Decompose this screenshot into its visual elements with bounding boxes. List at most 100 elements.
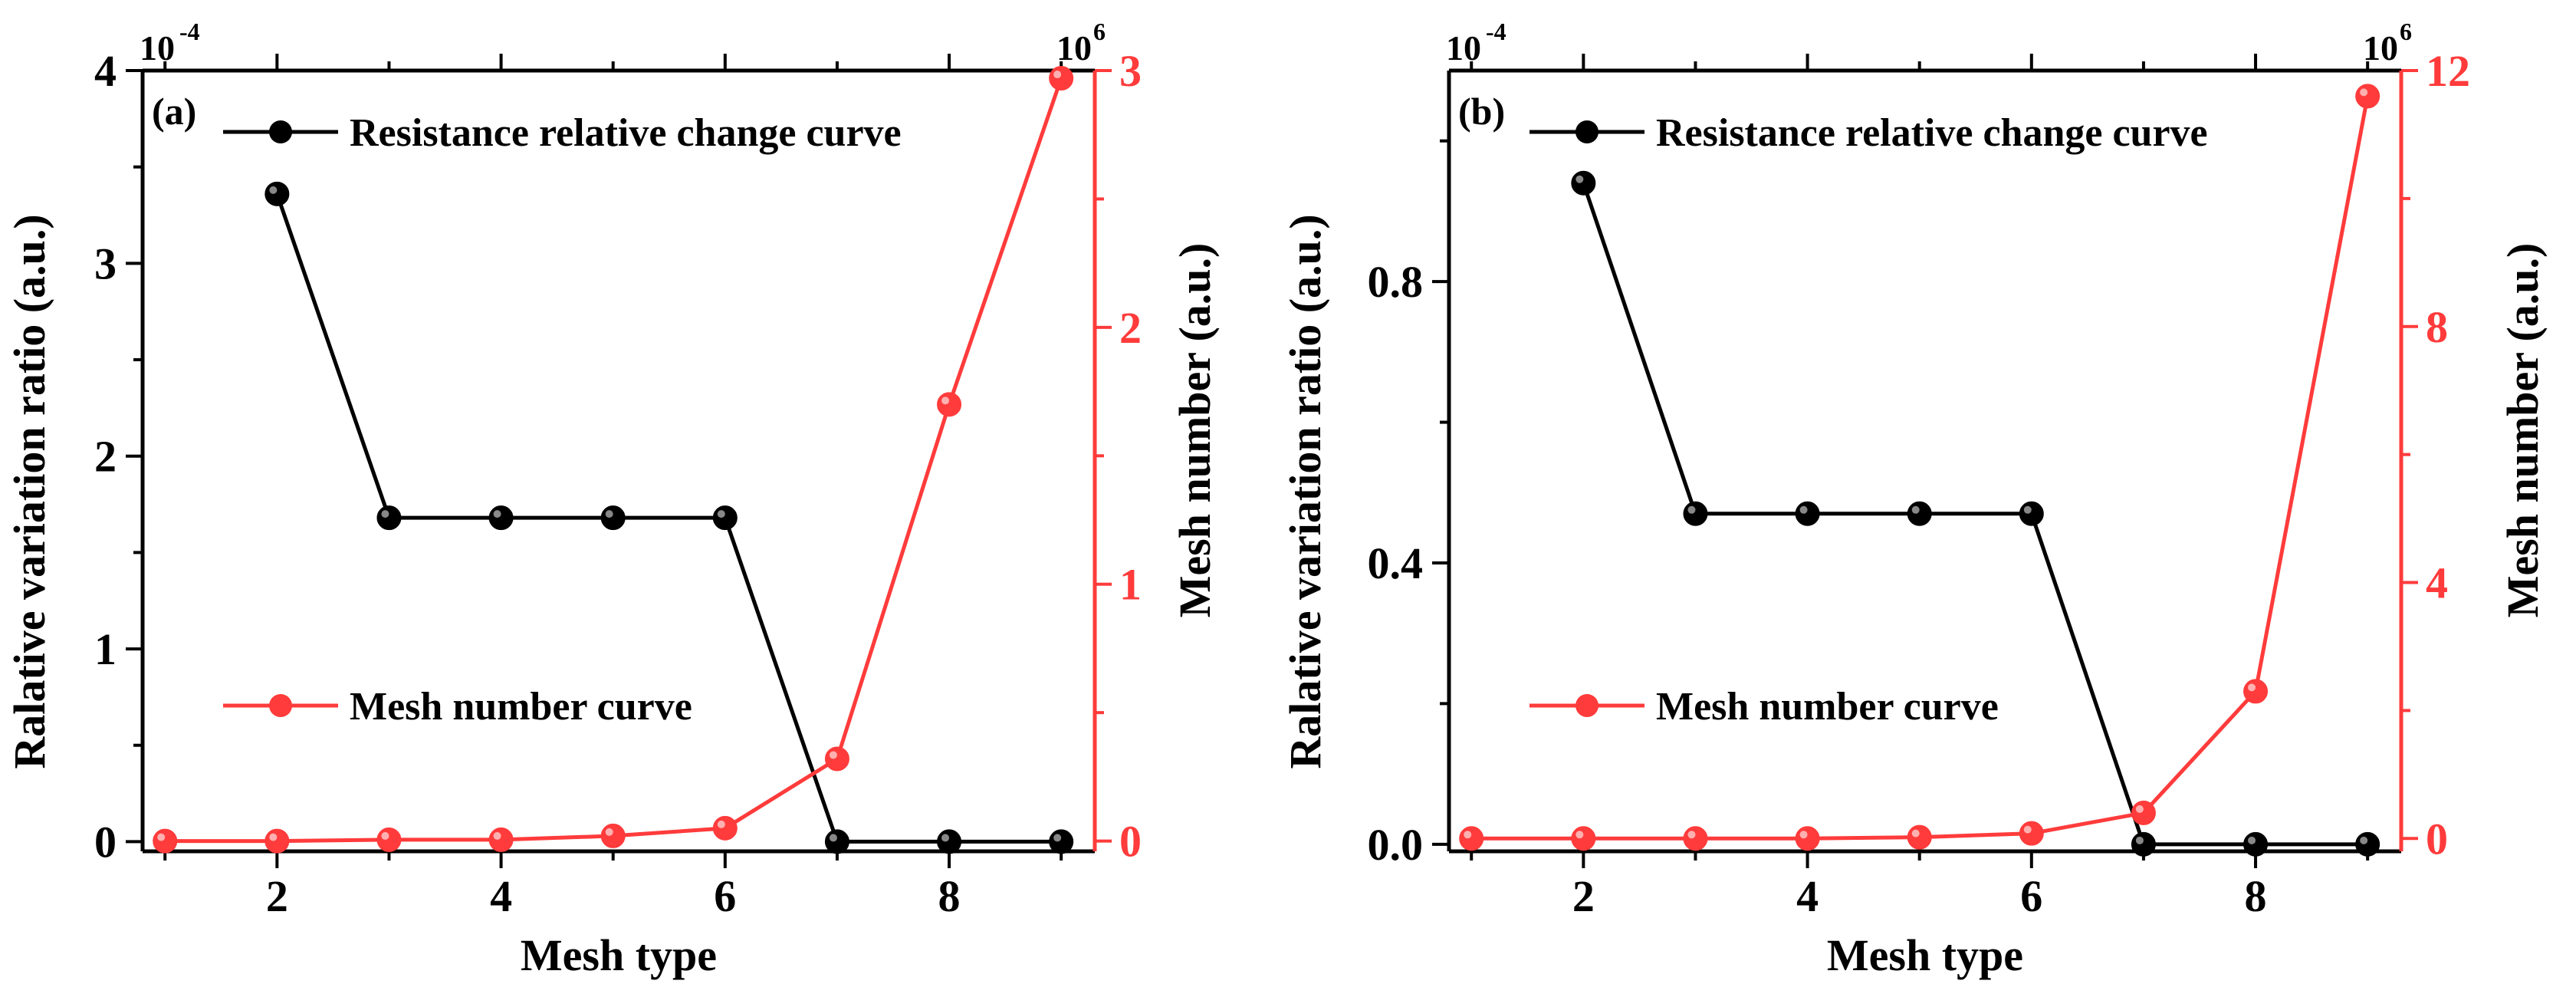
right-y-tick-label: 1 xyxy=(1119,560,1142,610)
data-point xyxy=(376,827,402,852)
legend-label: Mesh number curve xyxy=(350,685,692,729)
data-point-highlight xyxy=(829,834,837,842)
legend-marker xyxy=(1576,694,1598,717)
x-tick-label: 6 xyxy=(2020,871,2042,921)
x-axis-label: Mesh type xyxy=(521,930,717,980)
data-point xyxy=(2131,831,2156,857)
data-point-highlight xyxy=(2248,683,2256,692)
right-y-tick-label: 0 xyxy=(2426,814,2448,864)
data-point xyxy=(488,505,514,531)
data-point xyxy=(2355,831,2380,857)
data-point xyxy=(1683,501,1708,526)
x-axis-label: Mesh type xyxy=(1827,930,2023,980)
data-point xyxy=(1571,170,1596,196)
x-tick-label: 6 xyxy=(714,871,736,921)
data-point xyxy=(1795,501,1820,526)
data-point xyxy=(600,823,626,848)
data-point-highlight xyxy=(269,833,278,841)
right-y-axis-label: Mesh number (a.u.) xyxy=(1170,243,1220,618)
left-y-tick-label: 2 xyxy=(94,432,117,482)
data-point-highlight xyxy=(381,831,389,840)
data-point-highlight xyxy=(381,510,389,518)
right-y-tick-label: 3 xyxy=(1119,46,1142,96)
x-tick-label: 4 xyxy=(490,871,512,921)
data-point-highlight xyxy=(605,510,613,518)
data-point xyxy=(1907,824,1932,850)
data-point-highlight xyxy=(493,510,501,518)
data-point xyxy=(2019,821,2044,846)
left-axis-multiplier: 10 -4 xyxy=(140,18,200,67)
data-point-highlight xyxy=(717,510,725,518)
legend-entry-mesh-number: Mesh number curve xyxy=(223,685,692,729)
data-point-highlight xyxy=(2023,825,2032,834)
left-y-tick-label: 4 xyxy=(94,46,117,96)
data-point-highlight xyxy=(2248,836,2256,844)
data-point xyxy=(1459,826,1484,851)
data-point-highlight xyxy=(1911,505,1920,514)
legend-entry-resistance: Resistance relative change curve xyxy=(223,111,902,155)
data-point-highlight xyxy=(157,833,166,841)
data-point-highlight xyxy=(2023,505,2032,514)
x-tick-label: 2 xyxy=(266,871,288,921)
right-y-tick-label: 12 xyxy=(2426,46,2470,96)
right-y-tick-label: 2 xyxy=(1119,303,1142,353)
legend-label: Resistance relative change curve xyxy=(350,111,902,155)
panel-label: (a) xyxy=(152,90,196,133)
data-point-highlight xyxy=(1799,831,1808,839)
data-point xyxy=(712,815,738,841)
data-point-highlight xyxy=(605,828,613,836)
data-point xyxy=(264,181,290,206)
data-point xyxy=(824,746,849,772)
multiplier-exponent: -4 xyxy=(179,18,200,45)
x-tick-label: 8 xyxy=(2245,871,2267,921)
data-point xyxy=(488,827,514,852)
data-point-highlight xyxy=(1687,505,1696,514)
data-point xyxy=(1049,829,1074,854)
series-mesh-number xyxy=(153,66,1074,854)
data-point xyxy=(2131,800,2156,825)
data-point xyxy=(937,829,962,854)
series-resistance xyxy=(264,181,1074,854)
legend-marker xyxy=(269,120,292,143)
right-y-tick-label: 0 xyxy=(1119,817,1142,867)
multiplier-exponent: 6 xyxy=(1093,18,1106,45)
legend-marker xyxy=(269,694,292,717)
data-point-highlight xyxy=(1799,505,1808,514)
data-point-highlight xyxy=(1576,831,1584,839)
left-axis-multiplier: 10 -4 xyxy=(1446,18,1506,67)
left-y-axis-label: Ralative variation ratio (a.u.) xyxy=(5,214,54,768)
left-y-tick-label: 0.4 xyxy=(1368,538,1424,588)
data-point-highlight xyxy=(1687,831,1696,839)
data-point-highlight xyxy=(493,831,501,840)
data-point xyxy=(824,829,849,854)
multiplier-base: 10 xyxy=(1446,28,1481,67)
series-line xyxy=(1581,182,2368,847)
data-point-highlight xyxy=(717,820,725,828)
left-y-tick-label: 3 xyxy=(94,239,117,288)
x-tick-label: 4 xyxy=(1796,871,1819,921)
data-point-highlight xyxy=(829,751,837,759)
data-point-highlight xyxy=(1576,175,1584,183)
data-point-highlight xyxy=(2135,805,2144,813)
data-point xyxy=(153,828,178,854)
series-line xyxy=(274,193,1062,844)
data-point xyxy=(376,505,402,531)
right-axis-multiplier: 10 6 xyxy=(1056,18,1106,67)
data-point xyxy=(600,505,626,531)
series-resistance xyxy=(1571,170,2380,857)
multiplier-base: 10 xyxy=(2363,28,2398,67)
legend-label: Resistance relative change curve xyxy=(1656,111,2208,155)
data-point-highlight xyxy=(2360,836,2368,844)
legend-marker xyxy=(1576,120,1598,143)
left-y-tick-label: 1 xyxy=(94,624,117,674)
data-point xyxy=(264,828,290,854)
data-point-highlight xyxy=(1053,834,1062,842)
data-point xyxy=(1571,826,1596,851)
left-y-tick-label: 0.8 xyxy=(1368,257,1424,307)
data-point xyxy=(2355,84,2380,109)
right-y-tick-label: 8 xyxy=(2426,302,2448,352)
data-point xyxy=(712,505,738,531)
